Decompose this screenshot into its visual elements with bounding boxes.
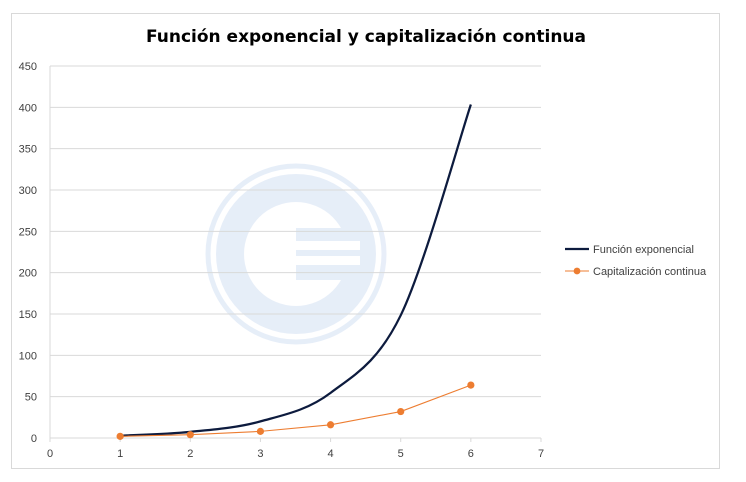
legend-marker — [573, 267, 581, 275]
chart-area — [11, 13, 720, 469]
y-tick-label: 150 — [19, 309, 37, 321]
capitalizacion-continua-point — [467, 381, 475, 389]
chart-title: Función exponencial y capitalización con… — [146, 27, 586, 47]
y-tick-label: 350 — [19, 144, 37, 156]
x-tick-label: 1 — [117, 448, 123, 460]
axes: 0 50 100 150 200 250 300 350 400 450 0 1 2 3 4 5 6 7 — [19, 61, 544, 460]
y-tick-label: 200 — [19, 268, 37, 280]
y-tick-label: 50 — [25, 392, 37, 404]
x-tick-label: 2 — [187, 448, 193, 460]
capitalizacion-continua-point — [397, 407, 405, 416]
y-tick-label: 0 — [31, 433, 37, 445]
x-tick-label: 5 — [398, 448, 404, 460]
legend-item-funcion-exponencial: Función exponencial — [565, 244, 694, 256]
capitalizacion-continua-point — [116, 432, 124, 440]
x-tick-label: 6 — [468, 448, 474, 460]
gridlines — [50, 65, 541, 398]
y-tick-label: 450 — [19, 61, 37, 73]
capitalizacion-continua-point — [256, 427, 265, 435]
x-tick-label: 7 — [538, 448, 544, 460]
capitalizacion-continua-point — [326, 421, 335, 429]
y-tick-label: 400 — [19, 102, 37, 114]
y-tick-label: 300 — [19, 185, 37, 197]
x-tick-label: 3 — [257, 448, 263, 460]
watermark-logo — [205, 163, 387, 345]
y-tick-label: 100 — [19, 350, 37, 362]
x-tick-label: 0 — [47, 448, 53, 460]
x-tick-label: 4 — [328, 448, 334, 460]
capitalizacion-continua-line — [120, 384, 472, 437]
capitalizacion-continua-point — [186, 431, 194, 439]
legend-item-capitalizacion-continua: Capitalización continua — [565, 266, 707, 278]
legend-label: Función exponencial — [593, 244, 694, 256]
y-tick-label: 250 — [19, 226, 37, 238]
series-layer — [116, 104, 475, 440]
legend-label: Capitalización continua — [593, 266, 707, 278]
legend: Función exponencial Capitalización contin… — [565, 244, 707, 278]
